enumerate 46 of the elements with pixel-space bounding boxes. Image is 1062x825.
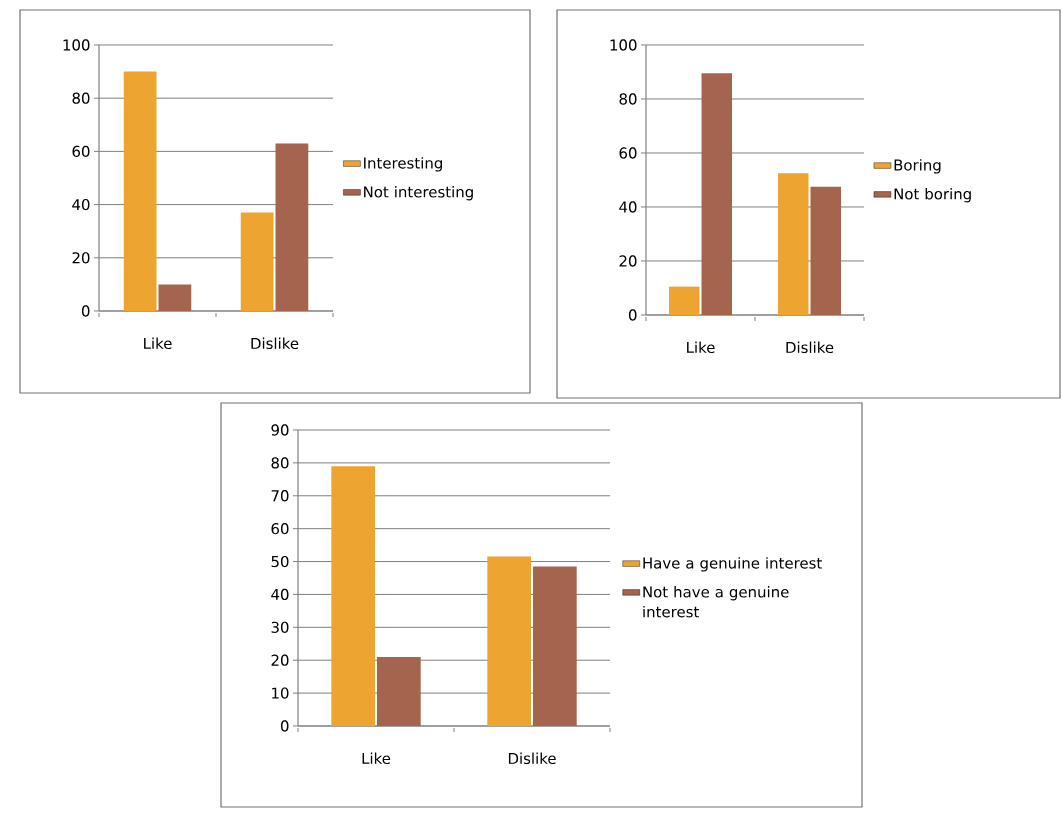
x-tick-label: Like (687, 341, 715, 354)
x-tick-label: Dislike (251, 337, 299, 350)
y-tick-label: 0 (280, 720, 289, 732)
y-tick-label: 0 (628, 309, 637, 321)
bar (669, 286, 700, 315)
legend-label: Boring (894, 159, 941, 174)
y-tick-label: 40 (619, 201, 637, 213)
legend-label: Interesting (364, 157, 442, 172)
y-tick-label: 60 (619, 147, 637, 159)
bar (275, 143, 309, 311)
y-tick-label: 80 (72, 92, 90, 104)
legend-label: Have a genuine interest (643, 557, 822, 572)
bar (123, 71, 157, 311)
y-tick-label: 60 (271, 523, 289, 535)
legend-label: Not boring (894, 187, 971, 203)
bar (331, 466, 376, 726)
bar (158, 284, 192, 311)
legend-label: Not have a genuine interest (643, 585, 789, 618)
y-tick-label: 90 (271, 424, 289, 436)
y-tick-label: 50 (271, 555, 289, 568)
bar (701, 73, 733, 315)
y-tick-label: 80 (619, 93, 637, 105)
y-tick-label: 20 (271, 654, 289, 666)
bar (377, 656, 421, 726)
y-tick-label: 80 (271, 457, 289, 469)
y-tick-label: 70 (271, 490, 289, 502)
x-tick-label: Dislike (508, 752, 556, 765)
bar (487, 556, 532, 726)
y-tick-label: 60 (72, 145, 90, 158)
y-tick-label: 0 (81, 305, 90, 317)
y-tick-label: 40 (72, 198, 90, 211)
y-tick-label: 20 (619, 255, 637, 267)
bar (810, 186, 842, 315)
y-tick-label: 100 (610, 39, 637, 51)
x-tick-label: Like (144, 337, 172, 350)
bar (778, 173, 809, 315)
y-tick-label: 100 (63, 39, 90, 51)
bar (533, 566, 577, 726)
y-tick-label: 30 (271, 621, 289, 633)
bar (240, 212, 274, 311)
y-tick-label: 20 (72, 252, 90, 264)
legend-label: Not interesting (364, 185, 473, 201)
y-tick-label: 10 (272, 687, 289, 699)
x-tick-label: Dislike (786, 341, 834, 354)
y-tick-label: 40 (271, 588, 289, 601)
x-tick-label: Like (362, 752, 391, 765)
